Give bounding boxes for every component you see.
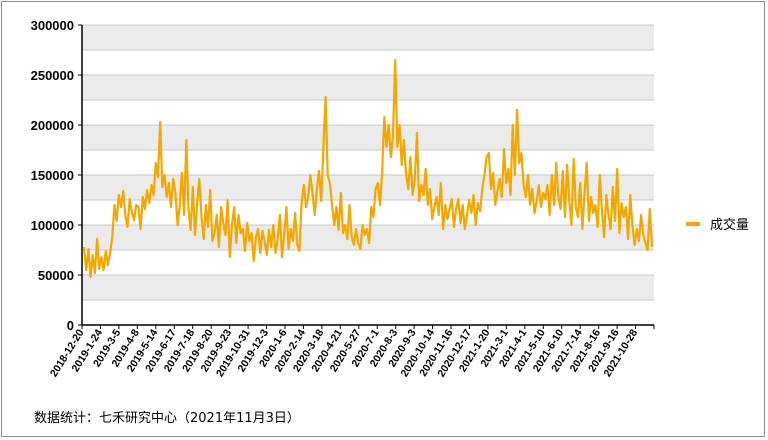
y-tick-label: 0 [67, 318, 74, 333]
y-tick-label: 300000 [31, 18, 74, 33]
plot-bands [82, 25, 654, 300]
plot-band [82, 275, 654, 300]
y-axis-ticks: 0 50000 100000 150000 200000 250000 300000 [31, 18, 82, 333]
plot-band [82, 25, 654, 50]
series-layer [82, 58, 654, 279]
y-tick-label: 250000 [31, 68, 74, 83]
y-tick-label: 100000 [31, 218, 74, 233]
y-tick-label: 150000 [31, 168, 74, 183]
y-tick-label: 200000 [31, 118, 74, 133]
source-note: 数据统计：七禾研究中心（2021年11月3日） [34, 411, 300, 426]
x-axis-ticks: 2018-12-202019-1-242019-3-52019-4-82019-… [48, 325, 655, 379]
series-line [82, 58, 654, 279]
legend-label: 成交量 [710, 218, 750, 233]
plot-band [82, 75, 654, 100]
legend-swatch [686, 221, 700, 226]
y-tick-label: 50000 [38, 268, 74, 283]
plot-band [82, 125, 654, 150]
gridlines [82, 24, 654, 301]
legend: 成交量 [686, 214, 749, 233]
